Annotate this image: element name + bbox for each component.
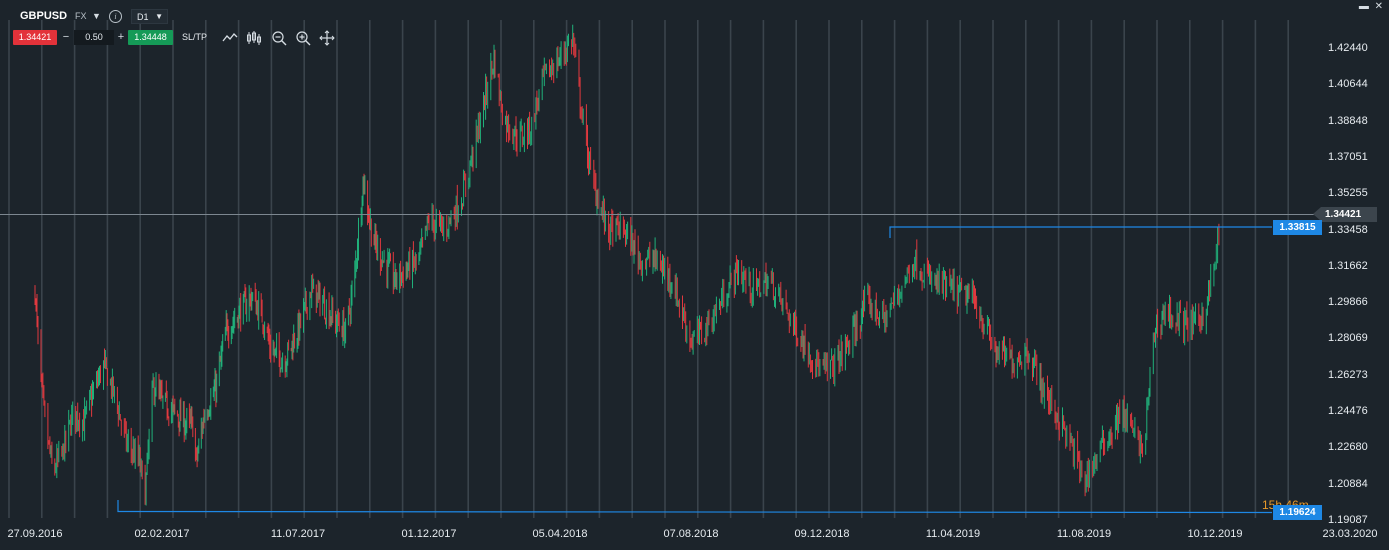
chevron-down-icon: ▼ — [155, 12, 163, 21]
crosshair-icon[interactable] — [319, 30, 335, 46]
price-tick-label: 1.24476 — [1328, 405, 1368, 418]
level-line-low[interactable] — [117, 500, 1273, 514]
price-tick-label: 1.31662 — [1328, 259, 1368, 272]
price-tick-label: 1.19087 — [1328, 514, 1368, 526]
price-tick-label: 1.38848 — [1328, 114, 1368, 127]
date-tick-label: 11.04.2019 — [925, 528, 981, 540]
candles — [34, 24, 1220, 506]
price-tick-label: 1.37051 — [1328, 150, 1368, 163]
maximize-icon[interactable]: ▬ — [1358, 1, 1369, 12]
price-tick-label: 1.26273 — [1328, 368, 1368, 381]
date-tick-label: 05.04.2018 — [532, 528, 588, 540]
date-tick-label: 01.12.2017 — [401, 528, 457, 540]
level-label-high[interactable]: 1.33815 — [1273, 220, 1322, 235]
sell-button[interactable]: 1.34421 — [13, 30, 57, 45]
vertical-grid — [8, 20, 1289, 518]
date-tick-label: 11.08.2019 — [1056, 528, 1112, 540]
candles-icon[interactable] — [246, 30, 262, 46]
date-tick-label: 10.12.2019 — [1187, 528, 1243, 540]
date-tick-label: 02.02.2017 — [134, 528, 190, 540]
price-tick-label: 1.20884 — [1328, 477, 1368, 490]
close-icon[interactable]: ✕ — [1374, 1, 1383, 12]
date-tick-label: 27.09.2016 — [7, 528, 63, 540]
info-icon[interactable]: i — [109, 10, 122, 23]
date-tick-label: 23.03.2020 — [1322, 528, 1378, 540]
buy-button[interactable]: 1.34448 — [128, 30, 173, 45]
price-tick-label: 1.22680 — [1328, 441, 1368, 454]
price-tick-label: 1.42440 — [1328, 42, 1368, 54]
window-controls: ▬ ✕ — [1356, 1, 1383, 12]
price-tick-label: 1.35255 — [1328, 187, 1368, 200]
date-tick-label: 11.07.2017 — [270, 528, 326, 540]
level-line-high[interactable] — [889, 226, 1272, 238]
timeframe-select[interactable]: D1 ▼ — [131, 9, 168, 24]
current-price-label: 1.34421 — [1321, 207, 1377, 222]
lot-increase-button[interactable]: + — [117, 31, 125, 43]
date-tick-label: 09.12.2018 — [794, 528, 850, 540]
market-label: FX — [75, 11, 87, 21]
symbol-label[interactable]: GBPUSD — [20, 10, 68, 22]
zoom-in-icon[interactable] — [295, 30, 311, 46]
price-tick-label: 1.40644 — [1328, 78, 1368, 91]
zoom-out-icon[interactable] — [271, 30, 287, 46]
lot-size-input[interactable]: 0.50 — [74, 30, 114, 45]
level-label-low[interactable]: 1.19624 — [1273, 505, 1322, 520]
line-chart-icon[interactable] — [222, 30, 238, 46]
date-tick-label: 07.08.2018 — [663, 528, 719, 540]
sltp-button[interactable]: SL/TP — [182, 32, 208, 42]
price-tick-label: 1.28069 — [1328, 332, 1368, 345]
price-tick-label: 1.33458 — [1328, 223, 1368, 236]
price-tick-label: 1.29866 — [1328, 296, 1368, 309]
symbol-dropdown-icon[interactable]: ▼ — [92, 11, 101, 21]
lot-decrease-button[interactable]: − — [62, 31, 70, 43]
timeframe-label: D1 — [137, 12, 149, 22]
current-price-marker — [1313, 207, 1321, 221]
